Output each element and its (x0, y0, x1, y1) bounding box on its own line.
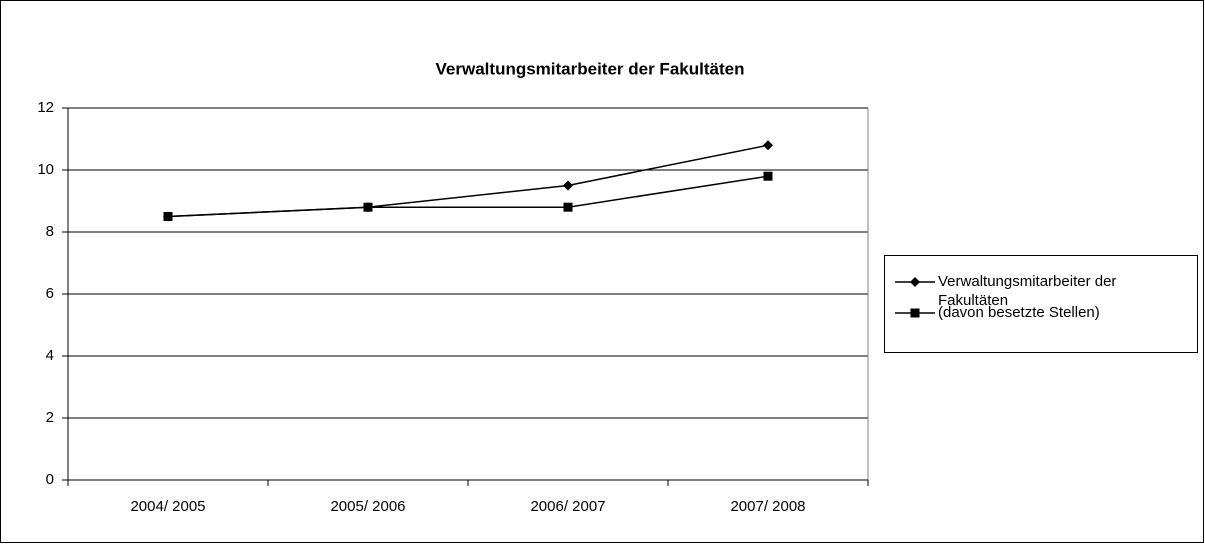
marker (163, 212, 173, 221)
y-tick-label: 8 (46, 223, 54, 240)
marker (563, 202, 573, 212)
marker (763, 171, 773, 181)
y-tick-label: 2 (46, 409, 54, 426)
x-tick-label: 2004/ 2005 (130, 498, 205, 515)
legend-label: Verwaltungsmitarbeiter der Fakultäten (938, 273, 1117, 309)
x-tick-label: 2005/ 2006 (330, 498, 405, 515)
y-tick-label: 6 (46, 285, 54, 302)
y-tick-label: 4 (46, 347, 54, 364)
x-tick-label: 2006/ 2007 (530, 498, 605, 515)
line (167, 175, 769, 218)
marker (363, 202, 373, 212)
marker (563, 180, 573, 191)
y-tick-label: 10 (37, 161, 54, 178)
legend-label: (davon besetzte Stellen) (938, 304, 1100, 321)
marker (763, 140, 773, 151)
legend-box (884, 255, 1198, 353)
legend-marker (910, 277, 920, 287)
chart-title: Verwaltungsmitarbeiter der Fakultäten (436, 59, 745, 78)
x-tick-label: 2007/ 2008 (730, 498, 805, 515)
y-tick-label: 12 (37, 99, 54, 116)
legend-marker (910, 308, 920, 318)
y-tick-label: 0 (46, 471, 54, 488)
